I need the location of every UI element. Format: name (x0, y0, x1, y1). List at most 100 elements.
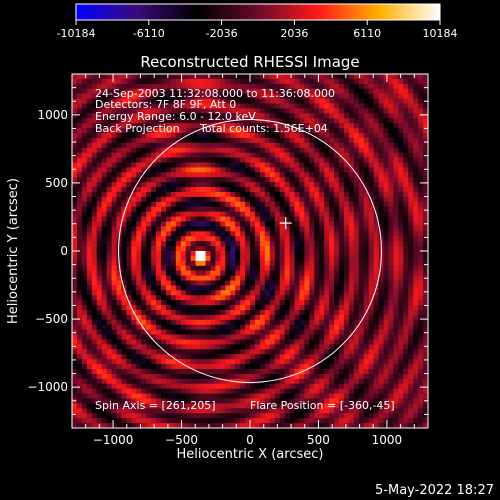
heatmap-cell (289, 383, 296, 390)
heatmap-cell (363, 344, 370, 350)
heatmap-cell (170, 231, 177, 237)
heatmap-cell (289, 260, 296, 267)
heatmap-cell (373, 123, 380, 129)
heatmap-cell (210, 344, 216, 350)
heatmap-cell (250, 373, 256, 380)
heatmap-cell (195, 142, 202, 149)
heatmap-cell (200, 187, 207, 193)
heatmap-cell (91, 378, 98, 385)
heatmap-cell (175, 98, 182, 105)
heatmap-cell (398, 403, 404, 409)
heatmap-cell (289, 133, 296, 139)
heatmap-cell (121, 290, 127, 296)
heatmap-cell (413, 108, 419, 114)
heatmap-cell (175, 211, 182, 218)
heatmap-cell (398, 123, 404, 129)
heatmap-cell (185, 236, 192, 242)
heatmap-cell (72, 300, 78, 306)
heatmap-cell (151, 398, 157, 405)
heatmap-cell (195, 398, 202, 405)
heatmap-cell (274, 231, 281, 237)
heatmap-cell (185, 408, 192, 414)
heatmap-cell (225, 403, 231, 409)
heatmap-cell (96, 211, 103, 218)
heatmap-cell (403, 83, 409, 90)
heatmap-cell (304, 216, 310, 223)
heatmap-cell (131, 275, 137, 282)
heatmap-cell (368, 157, 375, 164)
heatmap-cell (225, 359, 231, 365)
heatmap-cell (225, 187, 231, 193)
heatmap-cell (324, 216, 330, 223)
heatmap-cell (279, 354, 286, 360)
heatmap-cell (274, 118, 281, 124)
heatmap-cell (106, 226, 113, 232)
colorbar-ticks: -10184 -6110 -2036 2036 6110 10184 (57, 20, 458, 40)
heatmap-cell (86, 74, 93, 80)
heatmap-cell (240, 152, 246, 159)
heatmap-cell (210, 241, 216, 247)
heatmap-cell (250, 305, 256, 311)
heatmap-cell (334, 147, 340, 154)
heatmap-cell (141, 167, 147, 173)
heatmap-cell (383, 103, 390, 110)
heatmap-cell (329, 118, 335, 124)
heatmap-cell (205, 255, 212, 262)
heatmap-cell (269, 246, 276, 252)
heatmap-cell (264, 83, 271, 90)
heatmap-cell (151, 226, 157, 232)
heatmap-cell (388, 236, 394, 242)
heatmap-cell (175, 78, 182, 85)
heatmap-cell (418, 211, 424, 218)
heatmap-cell (180, 324, 187, 331)
heatmap-cell (353, 241, 360, 247)
heatmap-cell (190, 187, 197, 193)
heatmap-cell (230, 206, 236, 213)
heatmap-cell (289, 369, 296, 375)
heatmap-cell (418, 206, 424, 213)
heatmap-cell (81, 231, 88, 237)
heatmap-cell (101, 133, 108, 139)
heatmap-cell (304, 177, 310, 183)
heatmap-cell (348, 255, 355, 262)
heatmap-cell (373, 334, 380, 341)
heatmap-cell (393, 260, 399, 267)
heatmap-cell (116, 241, 123, 247)
heatmap-cell (131, 359, 137, 365)
heatmap-cell (353, 388, 360, 395)
heatmap-cell (363, 83, 370, 90)
heatmap-cell (156, 162, 162, 169)
heatmap-cell (235, 167, 241, 173)
heatmap-cell (264, 270, 271, 277)
heatmap-cell (111, 118, 118, 124)
heatmap-cell (274, 137, 281, 144)
heatmap-cell (250, 226, 256, 232)
heatmap-cell (235, 98, 241, 105)
heatmap-cell (368, 270, 375, 277)
heatmap-cell (220, 354, 226, 360)
heatmap-cell (180, 142, 187, 149)
heatmap-cell (165, 319, 172, 326)
heatmap-cell (225, 260, 231, 267)
heatmap-cell (91, 206, 98, 213)
heatmap-cell (86, 88, 93, 95)
heatmap-cell (215, 270, 221, 277)
heatmap-cell (175, 354, 182, 360)
heatmap-cell (126, 314, 132, 321)
heatmap-cell (348, 373, 355, 380)
heatmap-cell (334, 344, 340, 350)
heatmap-cell (141, 83, 147, 90)
heatmap-cell (126, 359, 132, 365)
heatmap-cell (230, 211, 236, 218)
heatmap-cell (383, 172, 390, 178)
heatmap-cell (423, 354, 428, 360)
heatmap-cell (289, 314, 296, 321)
heatmap-cell (136, 137, 142, 144)
heatmap-cell (170, 246, 177, 252)
heatmap-cell (215, 108, 221, 114)
heatmap-cell (254, 177, 261, 183)
heatmap-cell (81, 246, 88, 252)
heatmap-cell (319, 388, 325, 395)
heatmap-cell (324, 369, 330, 375)
heatmap-cell (334, 128, 340, 134)
